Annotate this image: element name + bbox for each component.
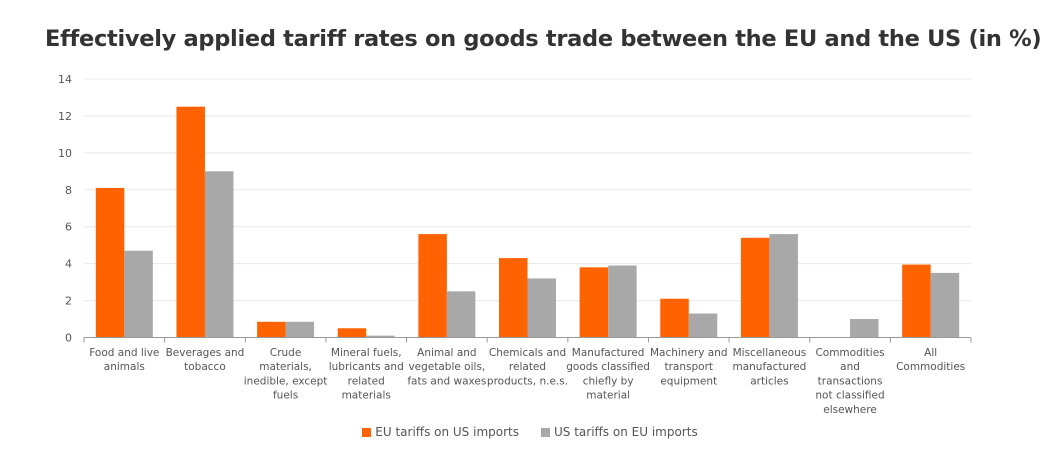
x-tick-label: All Commodities — [896, 347, 965, 373]
bar-eu[interactable] — [95, 187, 125, 338]
bar-us[interactable] — [688, 313, 718, 338]
bar-us[interactable] — [124, 250, 153, 338]
bar-eu[interactable] — [418, 234, 447, 338]
x-axis: Food and live animals Beverages and tobacco… — [83, 337, 972, 416]
bar-us[interactable] — [850, 319, 879, 338]
bar-us[interactable] — [527, 278, 557, 338]
bar-us[interactable] — [608, 265, 637, 338]
bar-eu[interactable] — [740, 237, 770, 338]
bar-eu[interactable] — [499, 258, 528, 338]
legend-item-eu[interactable]: EU tariffs on US imports — [362, 425, 519, 439]
bar-us[interactable] — [446, 291, 476, 338]
bar-eu[interactable] — [337, 328, 367, 338]
legend-label-eu: EU tariffs on US imports — [375, 425, 519, 439]
legend: EU tariffs on US imports US tariffs on E… — [0, 425, 1060, 439]
bar-eu[interactable] — [660, 298, 689, 338]
legend-swatch-eu — [362, 427, 372, 437]
y-axis: 0 2 4 6 8 10 12 14 — [58, 73, 72, 345]
bar-us[interactable] — [366, 335, 395, 338]
x-tick-label: Beverages and tobacco — [166, 347, 245, 373]
chart-title: Effectively applied tariff rates on good… — [45, 26, 1042, 52]
y-tick-label: 14 — [58, 73, 72, 86]
legend-swatch-us — [541, 427, 550, 437]
bar-eu[interactable] — [257, 321, 286, 338]
bar-us[interactable] — [769, 234, 798, 338]
bar-eu[interactable] — [176, 106, 205, 338]
bars — [95, 106, 960, 338]
bar-us[interactable] — [204, 171, 234, 338]
bar-us[interactable] — [285, 321, 315, 338]
y-tick-label: 8 — [65, 184, 72, 197]
x-tick-label: Food and live animals — [89, 347, 159, 373]
bar-us[interactable] — [930, 272, 960, 338]
x-tick-label: Chemicals and related products, n.e.s. — [487, 347, 568, 387]
y-tick-label: 6 — [65, 221, 72, 234]
x-tick-label: Mineral fuels, lubricants and related mater… — [329, 347, 404, 402]
legend-item-us[interactable]: US tariffs on EU imports — [541, 425, 698, 439]
x-tick-label: Manufactured goods classified chiefly by ma… — [566, 347, 650, 402]
y-tick-label: 4 — [65, 258, 72, 271]
legend-label-us: US tariffs on EU imports — [554, 425, 698, 439]
x-tick-label: Commodities and transactions not classified… — [815, 347, 884, 416]
x-tick-label: Crude materials, inedible, except fuels — [244, 347, 328, 402]
y-tick-label: 12 — [58, 110, 72, 123]
x-tick-label: Machinery and transport equipment — [650, 347, 728, 387]
bar-eu[interactable] — [902, 264, 931, 338]
y-tick-label: 10 — [58, 147, 72, 160]
x-tick-label: Miscellaneous manufactured articles — [732, 347, 806, 387]
bar-eu[interactable] — [579, 267, 609, 338]
y-tick-label: 2 — [65, 295, 72, 308]
x-tick-label: Animal and vegetable oils, fats and waxes — [407, 347, 486, 387]
y-tick-label: 0 — [65, 332, 72, 345]
